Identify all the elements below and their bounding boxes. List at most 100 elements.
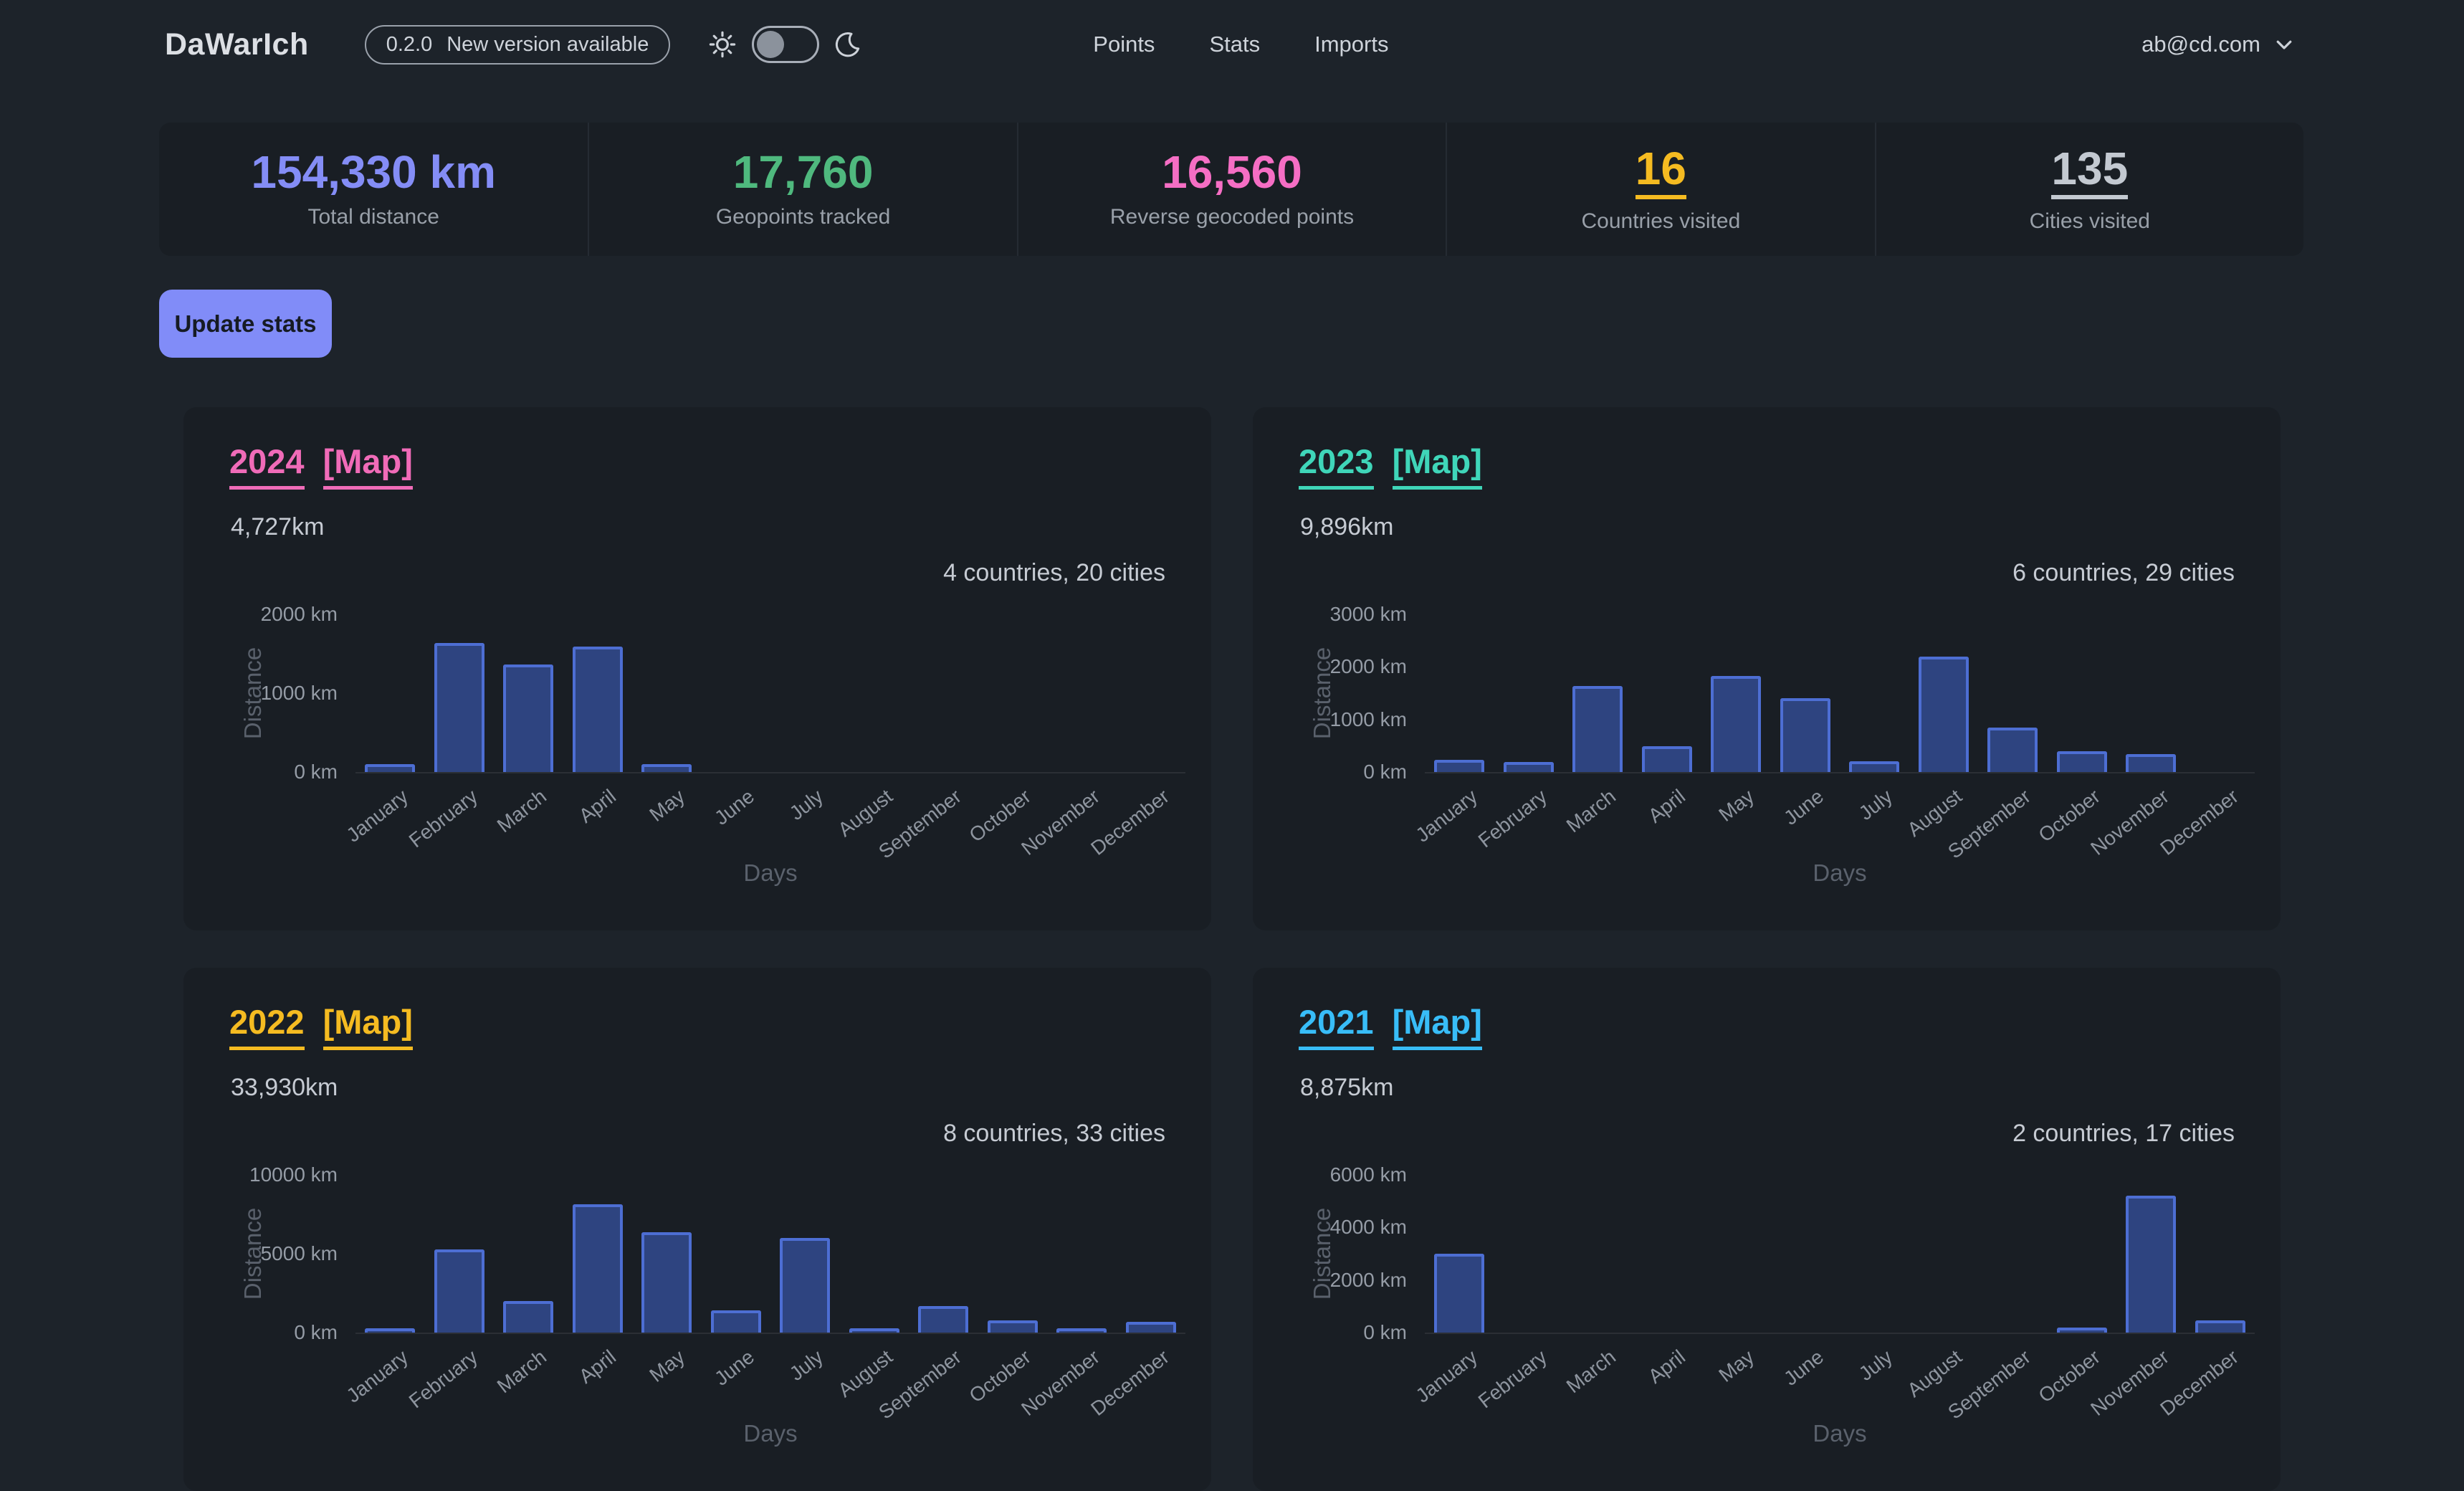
bar-november xyxy=(1056,1328,1107,1333)
x-tick-label: August xyxy=(1903,785,1967,842)
monthly-distance-chart: Distance 3000 km 2000 km 1000 km 0 km January… xyxy=(1253,407,2281,930)
x-tick-label: July xyxy=(1854,1345,1897,1386)
bar-april xyxy=(573,647,623,772)
x-tick-label: May xyxy=(645,1345,689,1387)
x-tick-label: June xyxy=(710,785,759,829)
year-summary: 6 countries, 29 cities xyxy=(2012,559,2235,586)
bar-may xyxy=(641,764,692,772)
year-distance: 8,875km xyxy=(1300,1074,1394,1101)
version-message: New version available xyxy=(447,32,649,56)
bar-january xyxy=(1434,1254,1484,1333)
x-tick-label: August xyxy=(834,785,897,842)
x-axis-line xyxy=(355,1333,1185,1334)
stat-label: Cities visited xyxy=(2029,209,2150,233)
bar-august xyxy=(1919,657,1969,772)
card-title: 2021 [Map] xyxy=(1299,1002,1482,1050)
x-tick-label: December xyxy=(1087,1345,1174,1420)
summary-stats-panel: 154,330 km Total distance 17,760 Geopoin… xyxy=(159,123,2303,256)
y-tick-label: 0 km xyxy=(294,761,338,783)
x-tick-label: May xyxy=(645,785,689,827)
x-tick-label: July xyxy=(785,1345,828,1386)
year-distance: 33,930km xyxy=(231,1074,338,1101)
nav-link-stats[interactable]: Stats xyxy=(1209,32,1261,57)
x-tick-label: January xyxy=(342,785,413,847)
stat-reverse-geocoded: 16,560 Reverse geocoded points xyxy=(1016,123,1446,256)
year-map-link[interactable]: [Map] xyxy=(1392,1002,1482,1050)
x-tick-label: May xyxy=(1714,1345,1759,1387)
nav-link-imports[interactable]: Imports xyxy=(1314,32,1389,57)
stat-label: Reverse geocoded points xyxy=(1109,205,1355,229)
bar-october xyxy=(2057,1328,2107,1333)
bar-february xyxy=(434,1249,484,1333)
app-logo[interactable]: DaWarIch xyxy=(165,27,309,62)
x-tick-label: April xyxy=(574,1345,621,1388)
version-badge[interactable]: 0.2.0 New version available xyxy=(364,24,671,65)
x-tick-label: December xyxy=(2156,1345,2243,1420)
x-tick-label: February xyxy=(404,785,482,852)
x-tick-label: December xyxy=(2156,785,2243,859)
bar-september xyxy=(1987,728,2038,772)
card-title: 2023 [Map] xyxy=(1299,442,1482,490)
bar-june xyxy=(1780,698,1830,772)
stat-countries-visited: 16 Countries visited xyxy=(1446,123,1874,256)
x-tick-label: February xyxy=(1474,1345,1552,1413)
sun-icon xyxy=(707,29,737,59)
x-axis-line xyxy=(1425,772,2255,773)
year-link[interactable]: 2021 xyxy=(1299,1002,1374,1050)
x-tick-label: July xyxy=(785,785,828,825)
y-tick-label: 1000 km xyxy=(1329,708,1407,730)
theme-toggle[interactable] xyxy=(752,26,820,63)
x-tick-label: February xyxy=(404,1345,482,1413)
chevron-down-icon xyxy=(2273,34,2295,55)
card-title: 2022 [Map] xyxy=(229,1002,413,1050)
year-link[interactable]: 2022 xyxy=(229,1002,305,1050)
monthly-distance-chart: Distance 6000 km 4000 km 2000 km 0 km January… xyxy=(1253,968,2281,1491)
year-map-link[interactable]: [Map] xyxy=(323,1002,413,1050)
x-tick-label: March xyxy=(492,1345,551,1398)
bar-may xyxy=(1711,676,1761,772)
y-tick-label: 1000 km xyxy=(260,682,338,704)
stat-value: 154,330 km xyxy=(251,146,496,198)
bar-february xyxy=(434,643,484,772)
x-tick-label: August xyxy=(1903,1345,1967,1402)
bar-february xyxy=(1504,762,1554,772)
x-tick-label: June xyxy=(710,1345,759,1390)
user-menu[interactable]: ab@cd.com xyxy=(2141,32,2295,57)
year-card-2022: 2022 [Map] 33,930km 8 countries, 33 citi… xyxy=(183,968,1211,1491)
x-tick-label: June xyxy=(1780,1345,1828,1390)
year-link[interactable]: 2024 xyxy=(229,442,305,490)
bar-march xyxy=(1572,686,1623,772)
stat-value: 17,760 xyxy=(732,146,874,198)
bar-october xyxy=(988,1320,1038,1333)
stat-value[interactable]: 16 xyxy=(1635,146,1686,199)
y-tick-label: 0 km xyxy=(294,1321,338,1343)
x-tick-label: January xyxy=(342,1345,413,1407)
bar-july xyxy=(780,1238,830,1333)
year-summary: 8 countries, 33 cities xyxy=(943,1120,1165,1147)
y-tick-label: 2000 km xyxy=(260,603,338,625)
y-tick-label: 6000 km xyxy=(1329,1163,1407,1186)
year-map-link[interactable]: [Map] xyxy=(323,442,413,490)
bar-may xyxy=(641,1232,692,1333)
navbar: DaWarIch 0.2.0 New version available Poi… xyxy=(0,0,2464,89)
x-tick-label: July xyxy=(1854,785,1897,825)
x-tick-label: April xyxy=(1643,785,1690,827)
bar-november xyxy=(2126,1196,2176,1333)
year-link[interactable]: 2023 xyxy=(1299,442,1374,490)
bar-august xyxy=(849,1328,899,1333)
stat-value[interactable]: 135 xyxy=(2051,146,2129,199)
theme-switcher xyxy=(707,26,862,63)
year-summary: 4 countries, 20 cities xyxy=(943,559,1165,586)
y-tick-label: 3000 km xyxy=(1329,603,1407,625)
x-axis-label: Days xyxy=(1813,1420,1867,1447)
nav-link-points[interactable]: Points xyxy=(1093,32,1155,57)
update-stats-button[interactable]: Update stats xyxy=(159,290,332,358)
year-distance: 4,727km xyxy=(231,513,325,540)
main-nav: Points Stats Imports xyxy=(1093,0,1388,89)
bar-december xyxy=(2195,1320,2245,1333)
x-axis-label: Days xyxy=(1813,859,1867,886)
year-map-link[interactable]: [Map] xyxy=(1392,442,1482,490)
year-card-2024: 2024 [Map] 4,727km 4 countries, 20 citie… xyxy=(183,407,1211,930)
bar-july xyxy=(1849,761,1899,772)
x-axis-line xyxy=(1425,1333,2255,1334)
